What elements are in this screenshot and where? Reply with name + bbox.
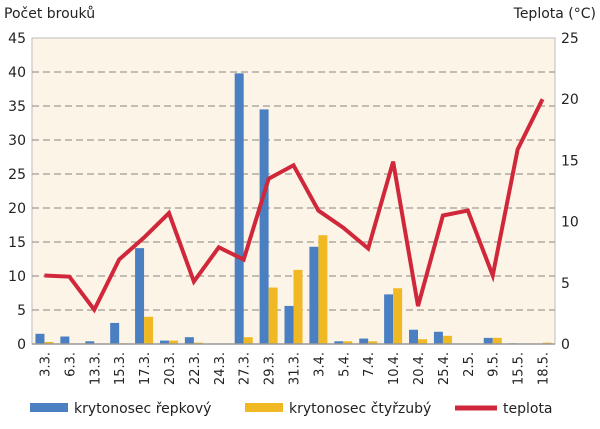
bar-repkovy	[259, 109, 269, 345]
bar-ctyrzuby	[393, 288, 403, 344]
bar-ctyrzuby	[492, 337, 502, 344]
right-tick-label: 15	[561, 153, 579, 169]
right-axis-label: Teplota (°C)	[513, 6, 596, 22]
category-label: 3.3.	[38, 352, 53, 377]
bar-ctyrzuby	[243, 337, 253, 344]
category-label: 24.3.	[213, 352, 228, 385]
bar-repkovy	[110, 322, 120, 344]
left-tick-label: 30	[8, 133, 26, 149]
bar-repkovy	[159, 340, 169, 344]
bar-ctyrzuby	[268, 287, 278, 344]
right-tick-label: 25	[561, 31, 579, 47]
category-label: 25.4.	[437, 352, 452, 385]
bar-repkovy	[334, 341, 344, 344]
category-label: 29.3.	[263, 352, 278, 385]
right-tick-label: 0	[561, 337, 570, 353]
bar-repkovy	[433, 331, 443, 344]
left-tick-label: 25	[8, 167, 26, 183]
left-tick-label: 10	[8, 269, 26, 285]
category-label: 15.5.	[512, 352, 527, 385]
category-label: 31.3.	[288, 352, 303, 385]
category-label: 9.5.	[487, 352, 502, 377]
bar-ctyrzuby	[343, 341, 353, 344]
bar-ctyrzuby	[144, 316, 154, 344]
left-tick-label: 35	[8, 99, 26, 115]
left-tick-label: 0	[17, 337, 26, 353]
category-label: 3.4.	[312, 352, 327, 377]
bar-ctyrzuby	[293, 269, 303, 344]
bar-repkovy	[135, 248, 145, 344]
bar-repkovy	[284, 305, 294, 344]
category-label: 18.5.	[537, 352, 552, 385]
right-tick-label: 5	[561, 276, 570, 292]
category-label: 2.5.	[462, 352, 477, 377]
bar-repkovy	[234, 73, 244, 345]
category-label: 13.3.	[88, 352, 103, 385]
legend-swatch	[30, 403, 68, 412]
bar-ctyrzuby	[418, 339, 428, 344]
legend-label: krytonosec čtyřzubý	[289, 401, 431, 417]
bar-ctyrzuby	[44, 341, 54, 344]
bar-repkovy	[85, 341, 95, 344]
category-label: 17.3.	[138, 352, 153, 385]
category-label: 27.3.	[238, 352, 253, 385]
bar-repkovy	[384, 294, 394, 344]
left-tick-label: 40	[8, 65, 26, 81]
right-tick-label: 20	[561, 92, 579, 108]
bar-ctyrzuby	[168, 340, 178, 344]
category-label: 15.3.	[113, 352, 128, 385]
category-label: 10.4.	[387, 352, 402, 385]
left-tick-label: 45	[8, 31, 26, 47]
left-tick-label: 15	[8, 235, 26, 251]
category-label: 6.3.	[63, 352, 78, 377]
bar-repkovy	[35, 333, 45, 344]
bar-ctyrzuby	[318, 235, 328, 344]
bar-repkovy	[184, 337, 194, 344]
bar-ctyrzuby	[368, 341, 378, 344]
bar-repkovy	[483, 337, 493, 344]
bar-repkovy	[60, 336, 70, 344]
category-label: 22.3.	[188, 352, 203, 385]
bar-repkovy	[309, 246, 319, 344]
bar-ctyrzuby	[442, 335, 452, 344]
legend-label: teplota	[503, 401, 553, 417]
category-label: 20.4.	[412, 352, 427, 385]
left-tick-label: 5	[17, 303, 26, 319]
bar-repkovy	[359, 338, 369, 344]
legend-swatch	[245, 403, 283, 412]
left-tick-label: 20	[8, 201, 26, 217]
bar-repkovy	[409, 329, 419, 344]
category-label: 7.4.	[362, 352, 377, 377]
right-tick-label: 10	[561, 215, 579, 231]
legend-label: krytonosec řepkový	[74, 401, 211, 417]
left-axis-label: Počet brouků	[4, 6, 95, 22]
category-label: 5.4.	[337, 352, 352, 377]
category-label: 20.3.	[163, 352, 178, 385]
temperature-line	[44, 98, 545, 314]
